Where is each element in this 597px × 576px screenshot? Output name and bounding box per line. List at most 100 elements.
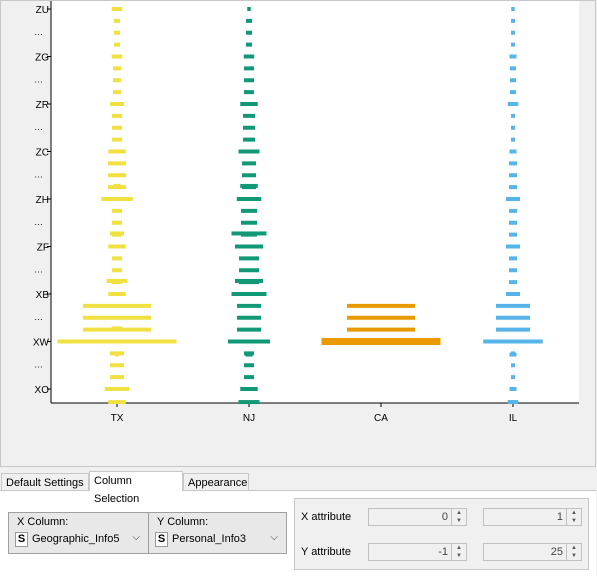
attribute-range-group: X attribute Y attribute 0 ▲ ▼ 1 ▲ ▼ -1 ▲ ▼ …	[294, 498, 589, 570]
violin-bar	[247, 7, 251, 11]
y-attribute-max-spinner[interactable]: 25 ▲ ▼	[483, 543, 582, 561]
violin-bar	[506, 292, 520, 296]
plot-area	[51, 1, 579, 403]
violin-bar	[511, 363, 515, 368]
violin-bar	[101, 197, 133, 201]
y-minor-tick-label: …	[34, 122, 43, 132]
y-minor-tick-label: …	[34, 312, 43, 322]
y-minor-tick-label: …	[34, 217, 43, 227]
violin-bar	[511, 351, 515, 356]
violin-bar	[57, 339, 177, 344]
violin-bar	[239, 268, 259, 273]
violin-bar	[244, 90, 254, 95]
spinner-arrows[interactable]: ▲ ▼	[451, 544, 466, 560]
violin-bar	[108, 185, 126, 190]
violin-bar	[242, 173, 256, 178]
violin-bar	[235, 244, 263, 249]
violin-bar	[244, 66, 254, 71]
violin-bar	[243, 54, 255, 59]
violin-bar	[506, 197, 520, 201]
violin-bar	[510, 90, 516, 95]
arrow-up-icon[interactable]: ▲	[456, 545, 462, 551]
y-attribute-label: Y attribute	[301, 546, 351, 558]
violin-bar	[506, 244, 520, 249]
spinner-arrows[interactable]: ▲ ▼	[566, 544, 581, 560]
y-attribute-min-spinner[interactable]: -1 ▲ ▼	[368, 543, 467, 561]
tab-default-settings[interactable]: Default Settings	[1, 473, 89, 491]
x-column-label: X Column:	[17, 516, 69, 528]
arrow-down-icon[interactable]: ▼	[571, 518, 577, 524]
violin-bar	[483, 339, 543, 344]
y-tick-label: ZF	[37, 243, 49, 254]
violin-bar	[242, 185, 256, 190]
x-tick-label: CA	[374, 413, 388, 424]
violin-bar	[240, 102, 258, 106]
spinner-arrows[interactable]: ▲ ▼	[451, 509, 466, 525]
violin-bar	[112, 268, 122, 273]
y-tick-label: ZR	[36, 100, 49, 111]
violin-bar	[108, 161, 126, 166]
violin-bar	[496, 303, 530, 308]
arrow-down-icon[interactable]: ▼	[456, 518, 462, 524]
y-column-select[interactable]: S Personal_Info3 ⌵	[155, 530, 280, 548]
x-tick-label: IL	[509, 413, 518, 424]
violin-bar	[509, 232, 517, 237]
arrow-up-icon[interactable]: ▲	[571, 545, 577, 551]
violin-bar	[511, 125, 515, 130]
violin-bar	[241, 220, 257, 225]
violin-bar	[237, 303, 261, 308]
spinner-arrows[interactable]: ▲ ▼	[566, 509, 581, 525]
violin-bar	[238, 400, 260, 405]
violin-bar	[113, 66, 121, 71]
violin-bar	[509, 280, 517, 285]
violin-bar	[240, 387, 258, 391]
violin-bar	[509, 208, 517, 213]
tab-column-selection[interactable]: Column Selection	[89, 471, 183, 505]
x-column-value: Geographic_Info5	[32, 533, 120, 545]
x-tick-label: TX	[111, 413, 124, 424]
x-tick-label: NJ	[243, 413, 255, 424]
violin-bar	[509, 173, 517, 178]
arrow-down-icon[interactable]: ▼	[571, 553, 577, 559]
violin-bar	[110, 375, 124, 380]
violin-bar	[108, 400, 126, 405]
x-attribute-min-value: 0	[441, 511, 448, 523]
y-column-label: Y Column:	[157, 516, 209, 528]
violin-bar	[83, 303, 151, 308]
violin-bar	[243, 125, 255, 130]
violin-bar	[244, 351, 254, 356]
violin-bar	[231, 292, 267, 296]
violin-bar	[104, 387, 130, 391]
violin-bar	[496, 327, 530, 332]
violin-bar	[111, 7, 123, 11]
x-column-select[interactable]: S Geographic_Info5 ⌵	[15, 530, 142, 548]
violin-bar	[112, 232, 122, 237]
tab-appearance[interactable]: Appearance	[183, 473, 249, 491]
y-minor-tick-label: …	[34, 359, 43, 369]
x-attribute-max-spinner[interactable]: 1 ▲ ▼	[483, 508, 582, 526]
violin-bar	[111, 54, 123, 59]
arrow-up-icon[interactable]: ▲	[456, 510, 462, 516]
violin-bar	[241, 232, 257, 237]
violin-bar	[509, 54, 517, 59]
y-minor-tick-label: …	[34, 74, 43, 84]
violin-bar	[83, 327, 151, 332]
violin-bar	[113, 78, 121, 83]
violin-bar	[509, 268, 517, 273]
y-column-value: Personal_Info3	[172, 533, 246, 545]
violin-bar	[510, 78, 516, 83]
violin-bar	[509, 256, 517, 261]
x-attribute-min-spinner[interactable]: 0 ▲ ▼	[368, 508, 467, 526]
violin-bar	[237, 327, 261, 332]
violin-bar	[239, 256, 259, 261]
y-tick-label: ZG	[35, 53, 49, 64]
arrow-up-icon[interactable]: ▲	[571, 510, 577, 516]
violin-bar	[237, 315, 261, 320]
violin-bar	[509, 149, 517, 154]
violin-bar	[244, 375, 254, 380]
violin-bar	[83, 315, 151, 320]
arrow-down-icon[interactable]: ▼	[456, 553, 462, 559]
y-tick-label: XO	[35, 385, 50, 396]
violin-bar	[108, 292, 126, 296]
violin-bar	[347, 303, 415, 308]
